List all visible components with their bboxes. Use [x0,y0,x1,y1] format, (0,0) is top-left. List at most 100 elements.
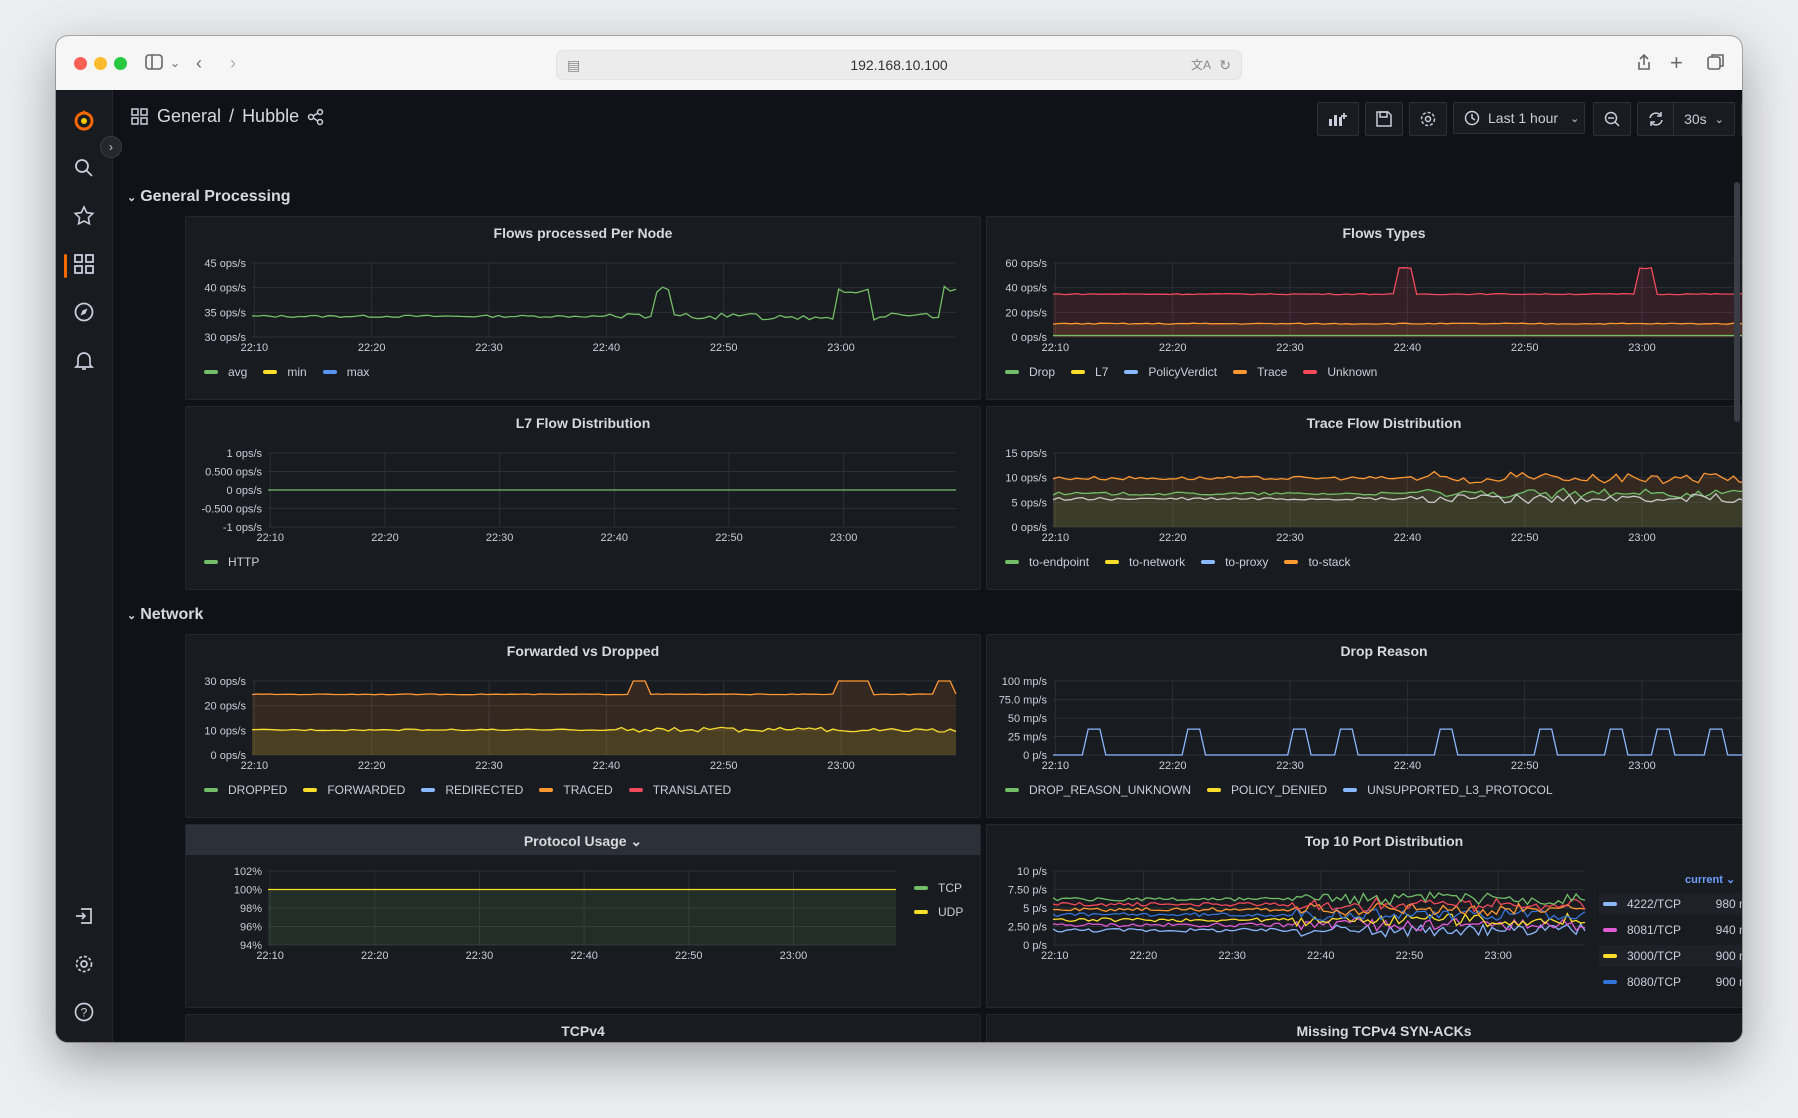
refresh-button[interactable] [1637,102,1675,136]
panel-title[interactable]: Missing TCPv4 SYN-ACKs [1296,1023,1472,1039]
panel-flows-processed-per-node[interactable]: Flows processed Per Node 45 ops/s 40 ops/s… [185,216,981,400]
add-panel-button[interactable] [1317,102,1359,136]
panel-top-10-port-distribution[interactable]: Top 10 Port Distribution 10 p/s 7.50 p/s 5 … [986,824,1742,1008]
starred-icon[interactable] [70,202,98,230]
legend-item[interactable]: Unknown [1303,365,1377,379]
site-info-icon[interactable]: ▤ [567,57,581,73]
legend-label: HTTP [228,555,260,569]
maximize-window-button[interactable] [114,57,127,70]
legend-swatch [1005,788,1019,792]
y-tick-label: 20 ops/s [1005,307,1047,319]
legend-item[interactable]: Trace [1233,365,1287,379]
breadcrumb-folder[interactable]: General [157,106,222,126]
help-icon[interactable]: ? [70,998,98,1026]
legend-item[interactable]: max [322,365,369,379]
panel-tcpv4[interactable]: TCPv4 1.40 p/s 3 [185,1014,981,1042]
legend-item[interactable]: DROP_REASON_UNKNOWN [1005,783,1191,797]
legend-sort-header[interactable]: current ⌄ [1685,874,1736,886]
panel-title[interactable]: L7 Flow Distribution [515,415,651,431]
panel-chart: 1 ops/s 0.500 ops/s 0 ops/s -0.500 ops/s -1 … [201,448,956,544]
panel-missing-tcpv4-syn-acks[interactable]: Missing TCPv4 SYN-ACKs 1 p/s [986,1014,1742,1042]
panel-legend: DROPPED FORWARDED REDIRECTED TRACED TRANSLAT… [204,783,731,797]
share-dashboard-icon[interactable] [307,108,325,126]
legend-item[interactable]: min [263,365,307,379]
sidebar-toggle-icon[interactable] [144,52,164,77]
grafana-logo-icon[interactable] [70,106,98,134]
breadcrumb-dashboard[interactable]: Hubble [242,106,300,126]
zoom-out-button[interactable] [1593,102,1631,136]
panel-title[interactable]: Drop Reason [1340,643,1428,659]
legend-item[interactable]: 8081/TCP 940 mp/s [1599,919,1742,941]
expand-menu-button[interactable]: › [100,136,122,158]
legend-item[interactable]: HTTP [204,555,259,569]
dashboard-main: General / Hubble Last 1 hour ⌄ 30s ⌄ [113,90,1742,1042]
legend-item[interactable]: POLICY_DENIED [1207,783,1327,797]
panel-l7-flow-distribution[interactable]: L7 Flow Distribution 1 ops/s 0.500 ops/s 0 … [185,406,981,590]
legend-item[interactable]: DROPPED [204,783,287,797]
tv-mode-button[interactable] [1741,102,1742,136]
legend-item[interactable]: 3000/TCP 900 mp/s [1599,945,1742,967]
panel-title[interactable]: Flows Types [1342,225,1426,241]
back-icon[interactable]: ‹ [196,53,202,73]
sign-in-icon[interactable] [70,902,98,930]
legend-item[interactable]: to-stack [1284,555,1350,569]
chevron-down-icon[interactable]: ⌄ [170,56,181,70]
legend-label: avg [228,365,248,379]
legend-item[interactable]: to-proxy [1201,555,1268,569]
panel-title[interactable]: Top 10 Port Distribution [1304,833,1464,849]
panel-forwarded-vs-dropped[interactable]: Forwarded vs Dropped 30 ops/s 20 ops/s 10 o… [185,634,981,818]
row-network[interactable]: ⌄ Network [127,606,203,624]
panel-title[interactable]: Forwarded vs Dropped [506,643,660,659]
legend-label: FORWARDED [327,783,406,797]
panel-title[interactable]: TCPv4 [561,1023,605,1039]
x-tick-label: 22:10 [1041,950,1069,962]
legend-item[interactable]: L7 [1071,365,1108,379]
scrollbar[interactable] [1734,182,1740,422]
legend-item[interactable]: TRANSLATED [628,783,731,797]
save-dashboard-button[interactable] [1365,102,1403,136]
legend-item[interactable]: avg [204,365,247,379]
panel-trace-flow-distribution[interactable]: Trace Flow Distribution 15 ops/s 10 ops/s 5… [986,406,1742,590]
y-tick-label: 0 ops/s [1012,332,1048,344]
legend-item[interactable]: PolicyVerdict [1124,365,1217,379]
legend-item[interactable]: to-network [1105,555,1185,569]
legend-item[interactable]: TRACED [539,783,613,797]
legend-item[interactable]: to-endpoint [1005,555,1089,569]
forward-icon[interactable]: › [230,53,236,73]
panel-header-hover[interactable] [186,825,980,855]
refresh-interval-picker[interactable]: 30s ⌄ [1673,102,1735,136]
legend-item[interactable]: UNSUPPORTED_L3_PROTOCOL [1343,783,1553,797]
panel-flows-types[interactable]: Flows Types 60 ops/s 40 ops/s 20 ops/s 0 ops… [986,216,1742,400]
panel-drop-reason[interactable]: Drop Reason 100 mp/s 75.0 mp/s 50 mp/s 25 mp… [986,634,1742,818]
panel-title[interactable]: Trace Flow Distribution [1306,415,1462,431]
legend-item[interactable]: 4222/TCP 980 mp/s [1599,893,1742,915]
legend-item[interactable]: TCP [914,881,962,895]
dashboard-settings-button[interactable] [1409,102,1447,136]
panel-title[interactable]: Flows processed Per Node [493,225,673,241]
tab-overview-icon[interactable] [1706,52,1726,77]
legend-item[interactable]: REDIRECTED [421,783,523,797]
legend-item[interactable]: FORWARDED [303,783,405,797]
explore-icon[interactable] [70,298,98,326]
legend-item[interactable]: UDP [914,905,963,919]
settings-gear-icon[interactable] [70,950,98,978]
share-icon[interactable] [1634,52,1654,77]
legend-item[interactable]: Drop [1005,365,1055,379]
address-bar[interactable]: ▤ 192.168.10.100 文A ↻ [556,50,1242,80]
reload-icon[interactable]: ↻ [1219,57,1231,73]
y-tick-label: 75.0 mp/s [999,695,1048,707]
new-tab-icon[interactable]: + [1670,50,1683,75]
y-tick-label: 30 ops/s [204,676,246,688]
legend-item[interactable]: 8080/TCP 900 mp/s [1599,971,1742,993]
panel-legend: to-endpoint to-network to-proxy to-stack [1005,555,1350,569]
translate-icon[interactable]: 文A [1190,58,1211,72]
dashboards-icon[interactable] [70,250,98,278]
panel-protocol-usage[interactable]: Protocol Usage ⌄ 102% 100% 98% 96% 94% 22:10 22… [185,824,981,1008]
minimize-window-button[interactable] [94,57,107,70]
alerting-bell-icon[interactable] [70,346,98,374]
row-general-processing[interactable]: ⌄ General Processing [127,188,291,206]
search-icon[interactable] [70,154,98,182]
panel-title[interactable]: Protocol Usage ⌄ [523,833,643,849]
time-picker-button[interactable]: Last 1 hour ⌄ [1453,102,1585,134]
close-window-button[interactable] [74,57,87,70]
